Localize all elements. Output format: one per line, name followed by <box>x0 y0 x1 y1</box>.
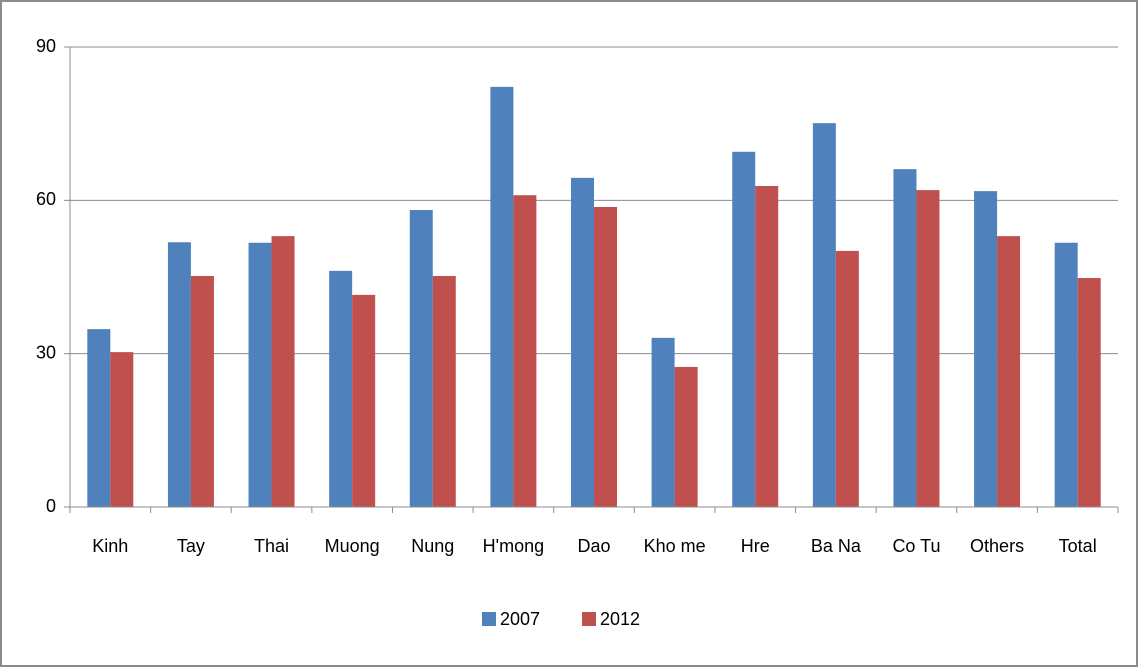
bar <box>594 206 617 507</box>
bar <box>812 123 836 508</box>
y-tick-label: 30 <box>36 342 56 362</box>
bar <box>755 186 779 507</box>
bar <box>732 151 756 507</box>
x-tick-label: Total <box>1059 536 1097 556</box>
bar <box>432 275 456 507</box>
bar <box>1077 278 1101 507</box>
bar <box>167 242 191 507</box>
legend-label: 2012 <box>600 609 640 629</box>
bar <box>271 236 295 507</box>
x-tick-label: Muong <box>325 536 380 556</box>
y-tick-label: 0 <box>46 496 56 516</box>
x-tick-label: Tay <box>177 536 205 556</box>
x-tick-label: Ba Na <box>811 536 862 556</box>
x-tick-label: Hre <box>741 536 770 556</box>
bar <box>352 294 376 507</box>
bar <box>248 242 272 507</box>
bar <box>110 352 134 507</box>
bar <box>490 86 514 507</box>
y-tick-label: 90 <box>36 36 56 56</box>
x-tick-label: Others <box>970 536 1024 556</box>
x-tick-label: Kinh <box>92 536 128 556</box>
bar <box>974 191 998 507</box>
bar <box>329 270 353 507</box>
bar <box>513 195 537 507</box>
x-tick-label: Thai <box>254 536 289 556</box>
bar <box>1054 242 1078 507</box>
x-tick-label: Kho me <box>644 536 706 556</box>
bar <box>571 177 594 507</box>
bar <box>916 190 940 507</box>
bar <box>651 337 675 507</box>
bar <box>997 236 1021 507</box>
bar <box>87 329 111 507</box>
x-tick-label: Co Tu <box>892 536 940 556</box>
legend-swatch <box>582 612 596 626</box>
bar <box>190 275 214 507</box>
bar <box>893 169 917 507</box>
x-tick-label: Dao <box>577 536 610 556</box>
legend-swatch <box>482 612 496 626</box>
bar <box>409 210 433 508</box>
x-tick-label: Nung <box>411 536 454 556</box>
y-tick-label: 60 <box>36 189 56 209</box>
legend-label: 2007 <box>500 609 540 629</box>
x-tick-label: H'mong <box>483 536 544 556</box>
bar <box>835 250 859 507</box>
bar <box>674 366 698 507</box>
